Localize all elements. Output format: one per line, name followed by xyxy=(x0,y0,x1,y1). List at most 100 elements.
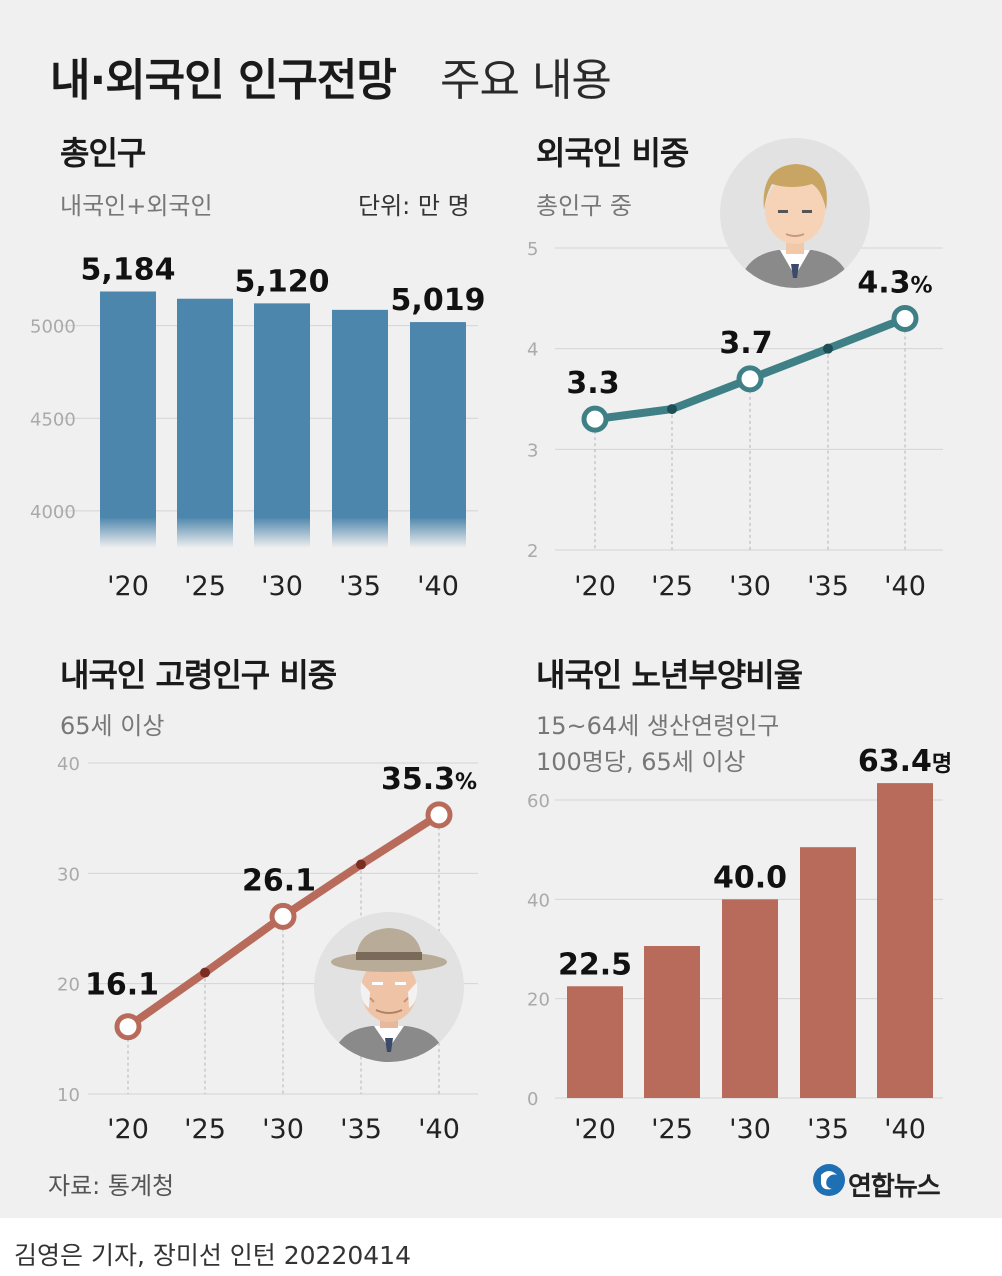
foreigner_share-point-marker xyxy=(891,304,919,332)
dependency_ratio-ytick-label: 60 xyxy=(527,791,550,812)
dependency-ratio-title: 내국인 노년부양비율 xyxy=(536,656,803,694)
total_population-bar-fade xyxy=(410,517,466,548)
dependency_ratio-bar xyxy=(722,899,778,1098)
total_population-bar xyxy=(254,303,310,518)
dependency_ratio-xtick-label: '35 xyxy=(807,1114,849,1145)
foreigner-share-chart: 2 3 4 5 '20 '25 '30 '35 '40 3.3 3.7 4.3% xyxy=(527,239,943,602)
foreigner_share-value-label: 3.3 xyxy=(566,366,619,401)
dependency_ratio-value-text: 22.5 xyxy=(558,947,632,982)
elderly_share-point-dot xyxy=(356,859,366,870)
foreigner_share-point-dot xyxy=(667,404,677,415)
total-population-title: 총인구 xyxy=(60,134,146,172)
foreigner_share-xtick-label: '30 xyxy=(729,571,771,602)
total_population-bar xyxy=(177,298,233,518)
yonhap-logo-icon xyxy=(813,1164,845,1196)
elderly_share-value-label: 16.1 xyxy=(85,968,159,1003)
dependency-ratio-subtitle-1: 15~64세 생산연령인구 xyxy=(536,712,780,740)
dependency-ratio-chart: 0 20 40 60 '20 '25 '30 '35 '40 22.5 40.0 63.4명 xyxy=(527,744,952,1145)
total_population-bar-fade xyxy=(100,517,156,548)
dependency_ratio-xtick-label: '40 xyxy=(884,1114,926,1145)
total-population-chart: 4000 4500 5000 '20 '25 '30 '35 '40 5,184 5,120 5,0… xyxy=(30,252,486,602)
foreigner_share-point-dot xyxy=(823,343,833,354)
elderly-share-title: 내국인 고령인구 비중 xyxy=(60,656,337,694)
foreigner_share-value-label: 3.7 xyxy=(719,326,772,361)
elderly_share-value-text: 16.1 xyxy=(85,968,159,1003)
elderly_share-value-label: 35.3% xyxy=(381,762,477,797)
foreigner_share-ytick-label: 4 xyxy=(527,340,538,361)
foreigner_share-xtick-label: '35 xyxy=(807,571,849,602)
young-man-avatar-icon xyxy=(720,138,870,288)
dependency_ratio-value-text: 40.0 xyxy=(713,860,787,895)
total-population-unit: 단위: 만 명 xyxy=(358,192,470,220)
dependency_ratio-bar xyxy=(644,946,700,1098)
dependency_ratio-bar xyxy=(567,986,623,1098)
elderly-man-avatar-icon xyxy=(314,912,464,1062)
total_population-value-label: 5,184 xyxy=(81,252,176,287)
elderly_share-point-marker xyxy=(269,902,297,930)
elderly_share-xtick-label: '30 xyxy=(262,1114,304,1145)
total_population-value-text: 5,184 xyxy=(81,252,176,287)
total_population-xtick-label: '35 xyxy=(339,571,381,602)
dependency_ratio-value-text: 63.4 xyxy=(858,744,932,779)
foreigner_share-value-unit: % xyxy=(911,273,933,298)
dependency_ratio-ytick-label: 40 xyxy=(527,890,550,911)
dependency_ratio-value-unit: 명 xyxy=(932,752,952,777)
total_population-bar-fade xyxy=(177,517,233,548)
foreigner_share-value-text: 3.7 xyxy=(719,326,772,361)
foreigner_share-value-text: 3.3 xyxy=(566,366,619,401)
total_population-value-label: 5,120 xyxy=(235,264,330,299)
elderly_share-value-text: 35.3 xyxy=(381,762,455,797)
elderly_share-ytick-label: 40 xyxy=(57,754,80,775)
elderly_share-xtick-label: '35 xyxy=(340,1114,382,1145)
elderly-share-subtitle: 65세 이상 xyxy=(60,712,165,740)
total_population-value-text: 5,019 xyxy=(391,283,486,318)
foreigner_share-xtick-label: '40 xyxy=(884,571,926,602)
foreigner_share-xtick-label: '25 xyxy=(651,571,693,602)
total_population-xtick-label: '25 xyxy=(184,571,226,602)
total_population-xtick-label: '20 xyxy=(107,571,149,602)
source-note: 자료: 통계청 xyxy=(48,1172,175,1200)
foreigner_share-point-marker xyxy=(581,405,609,433)
elderly_share-point-marker xyxy=(114,1013,142,1041)
elderly_share-value-text: 26.1 xyxy=(242,863,316,898)
elderly_share-ytick-label: 20 xyxy=(57,975,80,996)
total_population-value-text: 5,120 xyxy=(235,264,330,299)
dependency_ratio-value-label: 22.5 xyxy=(558,947,632,982)
foreigner-share-subtitle: 총인구 중 xyxy=(536,192,632,220)
dependency_ratio-value-label: 40.0 xyxy=(713,860,787,895)
total_population-bar-fade xyxy=(254,517,310,548)
foreigner_share-point-marker xyxy=(736,365,764,393)
total_population-ytick-label: 5000 xyxy=(30,317,76,338)
elderly_share-xtick-label: '25 xyxy=(184,1114,226,1145)
total_population-bar xyxy=(410,322,466,518)
elderly_share-point-dot xyxy=(200,967,210,978)
dependency_ratio-xtick-label: '25 xyxy=(651,1114,693,1145)
foreigner-share-title: 외국인 비중 xyxy=(536,134,689,172)
total_population-ytick-label: 4500 xyxy=(30,409,76,430)
dependency-ratio-subtitle-2: 100명당, 65세 이상 xyxy=(536,748,746,776)
total_population-ytick-label: 4000 xyxy=(30,502,76,523)
foreigner_share-value-text: 4.3 xyxy=(857,265,910,300)
foreigner_share-ytick-label: 2 xyxy=(527,541,538,562)
total_population-bar xyxy=(100,291,156,518)
dependency_ratio-bar xyxy=(800,847,856,1098)
total_population-xtick-label: '30 xyxy=(261,571,303,602)
elderly_share-point-marker xyxy=(425,801,453,829)
total_population-bar xyxy=(332,309,388,518)
page-title: 내·외국인 인구전망 xyxy=(50,55,397,106)
elderly_share-xtick-label: '40 xyxy=(418,1114,460,1145)
byline: 김영은 기자, 장미선 인턴 20220414 xyxy=(14,1241,411,1270)
dependency_ratio-bar xyxy=(877,783,933,1098)
dependency_ratio-value-label: 63.4명 xyxy=(858,744,952,779)
foreigner_share-value-label: 4.3% xyxy=(857,265,932,300)
elderly_share-ytick-label: 10 xyxy=(57,1085,80,1106)
elderly_share-xtick-label: '20 xyxy=(107,1114,149,1145)
foreigner_share-ytick-label: 3 xyxy=(527,440,538,461)
dependency_ratio-ytick-label: 0 xyxy=(527,1089,538,1110)
dependency_ratio-ytick-label: 20 xyxy=(527,990,550,1011)
total-population-subtitle: 내국인+외국인 xyxy=(60,192,213,220)
foreigner_share-ytick-label: 5 xyxy=(527,239,538,260)
elderly_share-value-unit: % xyxy=(455,770,477,795)
elderly_share-value-label: 26.1 xyxy=(242,863,316,898)
elderly-share-chart: 10 20 30 40 '20 '25 '30 '35 '40 16.1 26.1 35.3% xyxy=(57,754,478,1145)
